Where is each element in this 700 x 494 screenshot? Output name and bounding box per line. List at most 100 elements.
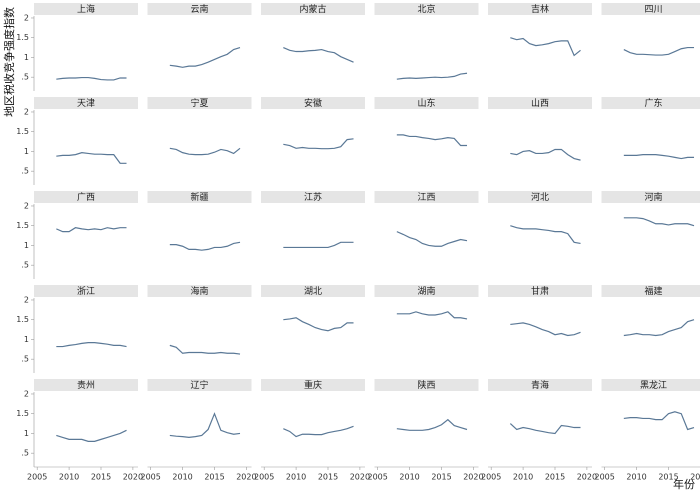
panel-title: 山东	[417, 97, 435, 109]
panel-header	[261, 191, 365, 203]
series-line	[169, 241, 241, 251]
panel-title: 广东	[644, 97, 662, 109]
panel-header	[601, 97, 700, 109]
panel-header	[261, 3, 365, 15]
panel-title: 海南	[190, 285, 208, 297]
x-tick-label: 2010	[399, 473, 419, 482]
series-line	[56, 342, 127, 348]
x-tick-label: 2010	[513, 473, 533, 482]
x-tick-label: 2005	[27, 473, 47, 482]
x-tick-label: 2005	[368, 473, 388, 482]
y-tick-label: 2	[24, 295, 29, 304]
panel-title: 甘肃	[531, 285, 549, 297]
x-tick-label: 2005	[595, 473, 615, 482]
panel-title: 福建	[644, 285, 662, 297]
y-tick-label: 2	[24, 107, 29, 116]
series-line	[56, 227, 127, 233]
panel-title: 湖北	[304, 286, 322, 297]
series-line	[623, 217, 695, 227]
series-line	[510, 37, 581, 57]
panel-header	[488, 379, 592, 391]
y-tick-label: 1.5	[16, 33, 29, 42]
panel-header	[147, 379, 252, 391]
panel-title: 宁夏	[190, 97, 208, 109]
panel-title: 辽宁	[190, 379, 208, 391]
x-tick-label: 2005	[481, 473, 501, 482]
y-tick-label: 1	[24, 335, 29, 344]
panel-title: 陕西	[417, 379, 435, 391]
panel-title: 黑龙江	[640, 379, 667, 391]
y-tick-label: 2	[24, 13, 29, 22]
series-line	[283, 138, 354, 150]
y-tick-label: 1.5	[16, 409, 29, 418]
y-tick-label: 1	[24, 147, 29, 156]
y-tick-label: 1	[24, 241, 29, 250]
series-line	[510, 148, 581, 161]
series-line	[283, 47, 354, 63]
panel-header	[488, 3, 592, 15]
y-tick-label: 1	[24, 429, 29, 438]
x-tick-label: 2010	[172, 473, 192, 482]
series-line	[283, 241, 354, 249]
y-tick-label: 1.5	[16, 221, 29, 230]
series-line	[169, 344, 241, 355]
panel-header	[374, 191, 479, 203]
y-tick-label: .5	[21, 449, 29, 458]
series-line	[396, 134, 468, 147]
y-tick-label: .5	[21, 261, 29, 270]
panel-header	[34, 191, 138, 203]
panel-header	[601, 3, 700, 15]
panel-header	[261, 97, 365, 109]
panel-header	[601, 285, 700, 297]
series-line	[56, 152, 127, 164]
series-line	[623, 411, 695, 431]
panel-title: 湖南	[417, 285, 435, 297]
panel-header	[261, 285, 365, 297]
x-tick-label: 2020	[123, 473, 143, 482]
y-tick-label: 1.5	[16, 315, 29, 324]
series-line	[510, 322, 581, 337]
series-line	[509, 423, 581, 435]
x-tick-label: 2015	[431, 473, 451, 482]
panel-header	[34, 285, 138, 297]
panel-title: 云南	[190, 3, 208, 15]
panel-header	[488, 97, 592, 109]
y-tick-label: 1	[24, 53, 29, 62]
panel-title: 江西	[417, 192, 435, 203]
y-axis-label: 地区税收竞争强度指数	[2, 7, 16, 117]
panel-header	[488, 285, 592, 297]
panel-title: 山西	[531, 98, 549, 109]
x-axis-label: 年份	[673, 477, 695, 491]
panel-header	[374, 97, 479, 109]
series-line	[56, 429, 127, 442]
panel-header	[488, 191, 592, 203]
series-line	[396, 311, 468, 320]
series-line	[623, 154, 695, 160]
series-line	[510, 225, 581, 245]
panel-title: 安徽	[304, 97, 322, 109]
x-tick-label: 2020	[236, 473, 256, 482]
series-line	[396, 72, 468, 80]
panel-title: 江苏	[304, 191, 322, 203]
x-tick-label: 2015	[204, 473, 224, 482]
series-line	[396, 418, 468, 431]
y-tick-label: 2	[24, 201, 29, 210]
series-line	[396, 231, 468, 247]
x-tick-label: 2015	[91, 473, 111, 482]
panel-header	[374, 379, 479, 391]
panel-title: 北京	[417, 3, 435, 15]
x-tick-label: 2005	[141, 473, 161, 482]
x-tick-label: 2015	[658, 473, 678, 482]
y-tick-label: 1.5	[16, 127, 29, 136]
x-tick-label: 2020	[690, 473, 700, 482]
panel-title: 青海	[531, 379, 549, 391]
panel-title: 河南	[644, 191, 662, 203]
panel-header	[601, 191, 700, 203]
panel-header	[147, 3, 252, 15]
x-tick-label: 2015	[545, 473, 565, 482]
panel-title: 浙江	[77, 285, 95, 297]
panel-title: 广西	[77, 191, 95, 203]
y-tick-label: .5	[21, 73, 29, 82]
panel-header	[34, 379, 138, 391]
